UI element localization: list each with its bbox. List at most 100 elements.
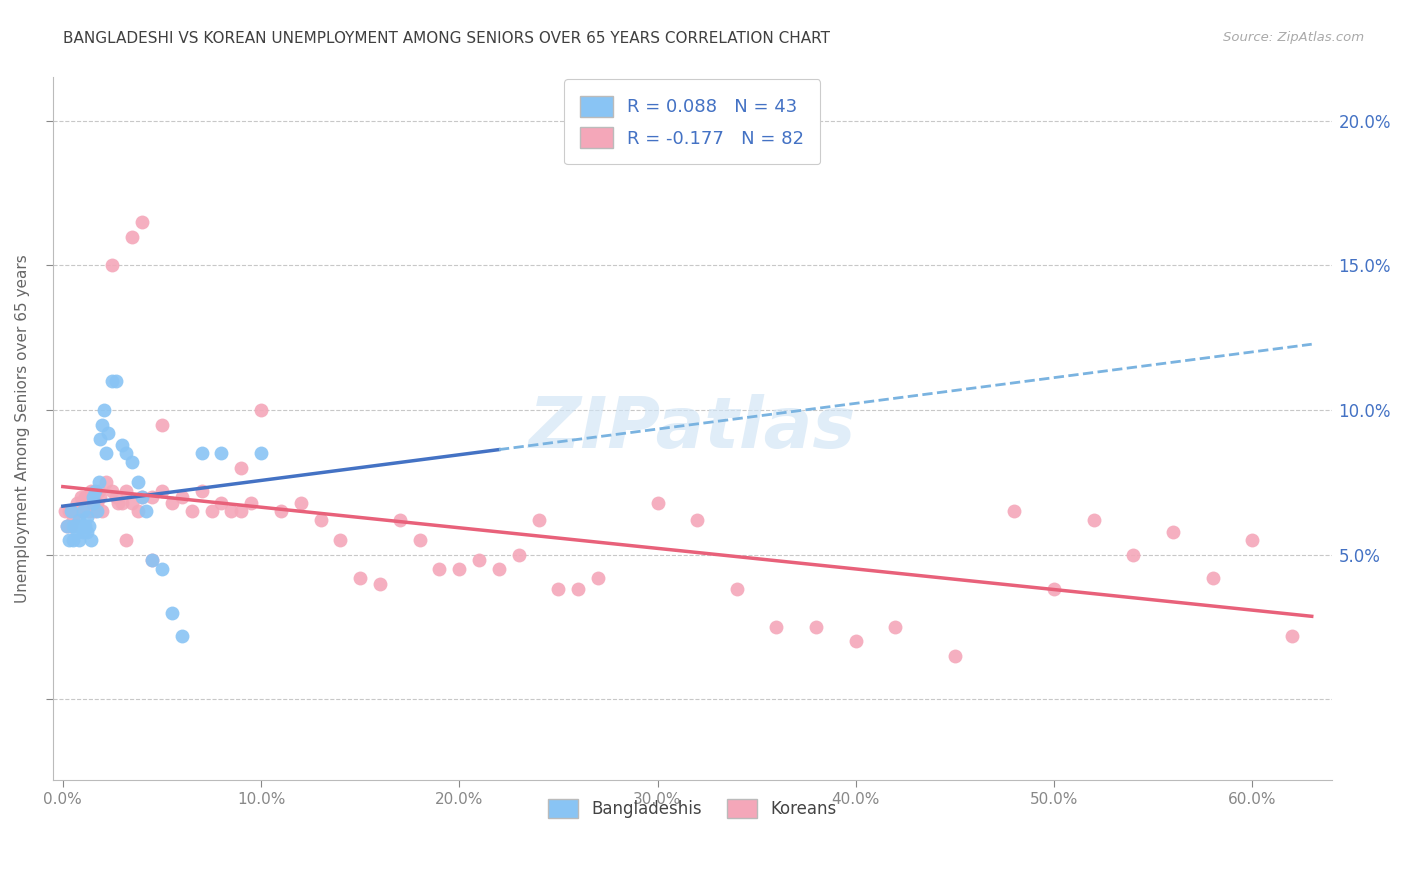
Point [121,495,143,509]
Point [488,562,510,576]
Point [83,504,105,518]
Point [209,446,232,460]
Point [82,490,104,504]
Point [73,490,96,504]
Point [87,484,110,499]
Point [127,475,149,490]
Point [72,504,94,518]
Point [76,495,98,509]
Point [56,518,79,533]
Point [270,504,292,518]
Point [1083,513,1105,527]
Point [87,475,110,490]
Point [62,533,84,548]
Point [429,562,451,576]
Point [76,524,98,539]
Point [89,432,111,446]
Point [141,553,163,567]
Point [150,417,173,432]
Point [111,438,134,452]
Point [115,446,138,460]
Point [62,518,84,533]
Point [63,518,86,533]
Point [150,484,173,499]
Point [97,426,120,441]
Point [765,620,787,634]
Point [82,490,104,504]
Point [91,417,114,432]
Point [115,533,138,548]
Point [79,484,101,499]
Point [468,553,491,567]
Point [160,495,183,509]
Point [83,484,105,499]
Point [121,455,143,469]
Point [67,504,90,518]
Point [72,504,94,518]
Y-axis label: Unemployment Among Seniors over 65 years: Unemployment Among Seniors over 65 years [15,254,30,603]
Point [449,562,471,576]
Point [329,533,352,548]
Point [209,495,232,509]
Point [76,510,98,524]
Point [231,504,253,518]
Point [388,513,411,527]
Point [845,634,868,648]
Point [567,582,589,597]
Point [77,518,100,533]
Point [58,533,80,548]
Legend: Bangladeshis, Koreans: Bangladeshis, Koreans [541,792,844,825]
Point [131,490,153,504]
Point [1043,582,1066,597]
Point [686,513,709,527]
Point [160,606,183,620]
Point [349,571,371,585]
Point [290,495,312,509]
Point [508,548,530,562]
Point [221,504,243,518]
Point [77,504,100,518]
Point [1002,504,1025,518]
Point [527,513,550,527]
Point [67,513,90,527]
Point [725,582,748,597]
Point [89,490,111,504]
Point [67,533,90,548]
Point [1241,533,1264,548]
Point [1281,629,1303,643]
Text: ZIPatlas: ZIPatlas [529,394,856,463]
Point [69,518,91,533]
Point [73,518,96,533]
Point [131,490,153,504]
Point [1161,524,1184,539]
Point [86,495,108,509]
Point [96,446,118,460]
Point [63,504,86,518]
Point [101,484,124,499]
Point [141,553,163,567]
Point [943,648,966,663]
Point [66,524,89,539]
Point [62,504,84,518]
Point [62,513,84,527]
Point [190,446,212,460]
Point [240,495,263,509]
Point [66,518,89,533]
Point [121,229,143,244]
Point [804,620,827,634]
Point [53,504,76,518]
Point [547,582,569,597]
Point [101,259,124,273]
Point [250,403,273,417]
Point [190,484,212,499]
Point [200,504,222,518]
Point [111,495,134,509]
Point [105,374,128,388]
Point [647,495,669,509]
Point [170,629,193,643]
Point [115,484,138,499]
Point [59,518,82,533]
Point [231,461,253,475]
Point [79,533,101,548]
Text: Source: ZipAtlas.com: Source: ZipAtlas.com [1223,31,1364,45]
